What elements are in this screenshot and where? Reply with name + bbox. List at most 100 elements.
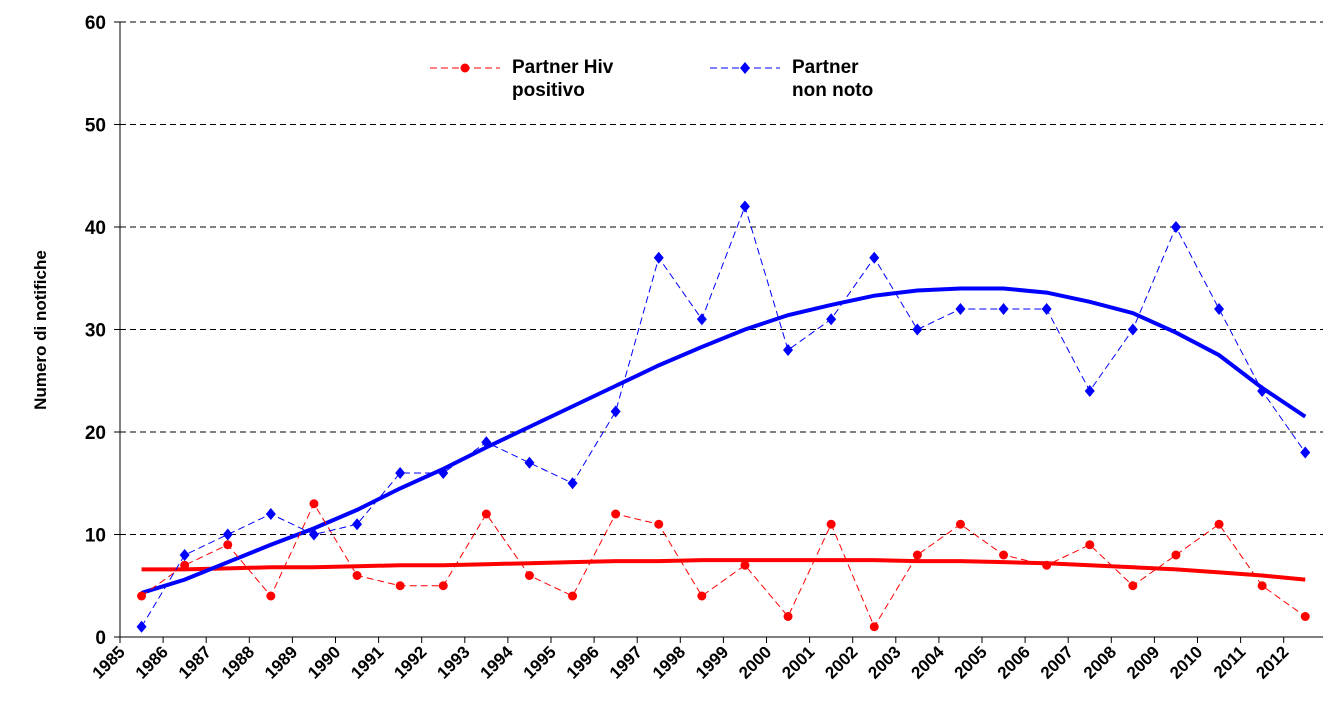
y-axis-title: Numero di notifiche xyxy=(31,250,50,410)
x-tick-label: 2005 xyxy=(951,642,991,682)
marker xyxy=(740,560,750,570)
marker xyxy=(1128,581,1138,591)
series-line xyxy=(141,204,1306,628)
x-tick-label: 2010 xyxy=(1166,642,1206,682)
y-tick-label: 20 xyxy=(85,423,106,444)
marker xyxy=(395,467,406,479)
y-tick-label: 30 xyxy=(85,321,106,342)
x-tick-label: 1986 xyxy=(132,642,172,682)
marker xyxy=(265,508,276,520)
marker xyxy=(1170,221,1181,233)
marker xyxy=(1300,612,1310,621)
marker xyxy=(438,581,448,591)
x-tick-label: 1995 xyxy=(520,642,560,682)
marker xyxy=(266,591,276,601)
marker xyxy=(955,303,966,315)
marker xyxy=(826,519,836,529)
marker xyxy=(739,200,750,213)
marker xyxy=(654,519,664,529)
legend-marker xyxy=(740,62,750,74)
marker xyxy=(179,549,190,561)
x-tick-label: 1990 xyxy=(304,642,344,682)
marker xyxy=(1084,385,1095,397)
x-tick-label: 1999 xyxy=(692,642,732,682)
x-tick-label: 1989 xyxy=(261,642,301,682)
trend-line xyxy=(140,286,1307,595)
marker xyxy=(481,436,492,449)
x-tick-label: 2009 xyxy=(1123,642,1163,682)
marker xyxy=(438,467,449,479)
marker xyxy=(567,477,578,490)
x-tick-label: 2007 xyxy=(1037,642,1077,682)
marker xyxy=(611,509,621,519)
x-tick-label: 2008 xyxy=(1080,642,1120,682)
x-tick-label: 1996 xyxy=(563,642,603,682)
x-tick-label: 1987 xyxy=(175,642,215,682)
marker xyxy=(1257,385,1268,397)
marker xyxy=(998,303,1009,315)
marker xyxy=(999,550,1009,560)
marker xyxy=(137,591,147,601)
marker xyxy=(653,251,664,264)
marker xyxy=(309,499,319,509)
y-tick-label: 0 xyxy=(95,628,106,649)
marker xyxy=(1214,519,1224,529)
marker xyxy=(308,528,319,541)
marker xyxy=(1257,581,1267,591)
x-tick-label: 2001 xyxy=(778,642,818,682)
marker xyxy=(1300,446,1311,459)
marker xyxy=(1171,550,1181,560)
marker xyxy=(869,251,880,264)
legend-label: Partner Hiv positivo xyxy=(512,57,614,101)
marker xyxy=(912,550,922,560)
marker xyxy=(1041,303,1052,315)
marker xyxy=(783,344,794,356)
trend-line xyxy=(141,558,1306,582)
x-tick-label: 2003 xyxy=(864,642,904,682)
x-tick-label: 1993 xyxy=(433,642,473,682)
marker xyxy=(912,323,923,336)
x-tick-label: 2012 xyxy=(1252,642,1292,682)
marker xyxy=(610,405,621,418)
marker xyxy=(696,313,707,326)
series-line xyxy=(141,502,1306,628)
marker xyxy=(524,571,534,580)
marker xyxy=(1214,303,1225,315)
marker xyxy=(568,591,578,601)
y-tick-label: 40 xyxy=(85,218,106,239)
x-tick-label: 2006 xyxy=(994,642,1034,682)
marker xyxy=(481,509,491,519)
x-tick-label: 2002 xyxy=(821,642,861,682)
y-tick-label: 60 xyxy=(85,13,106,34)
x-tick-label: 1991 xyxy=(347,642,387,682)
x-tick-label: 2004 xyxy=(908,642,949,683)
x-tick-label: 1994 xyxy=(477,642,518,683)
marker xyxy=(869,622,879,632)
marker xyxy=(1042,560,1052,570)
y-tick-label: 10 xyxy=(85,526,106,547)
marker xyxy=(180,560,190,570)
marker xyxy=(1085,540,1095,550)
marker xyxy=(352,571,362,580)
marker xyxy=(395,581,405,591)
marker xyxy=(697,591,707,601)
marker xyxy=(1127,323,1138,336)
x-tick-label: 1997 xyxy=(606,642,646,682)
x-tick-label: 2011 xyxy=(1210,642,1250,682)
marker xyxy=(524,456,535,469)
legend-marker xyxy=(460,63,470,73)
marker xyxy=(222,528,233,541)
x-tick-label: 1992 xyxy=(390,642,430,682)
legend-label: Partner non noto xyxy=(792,57,874,101)
marker xyxy=(826,313,837,326)
marker xyxy=(352,518,363,531)
marker xyxy=(136,620,147,633)
y-tick-label: 50 xyxy=(85,116,106,137)
marker xyxy=(783,612,793,621)
marker xyxy=(955,519,965,529)
marker xyxy=(223,540,233,550)
x-tick-label: 2000 xyxy=(735,642,775,682)
x-tick-label: 1998 xyxy=(649,642,689,682)
